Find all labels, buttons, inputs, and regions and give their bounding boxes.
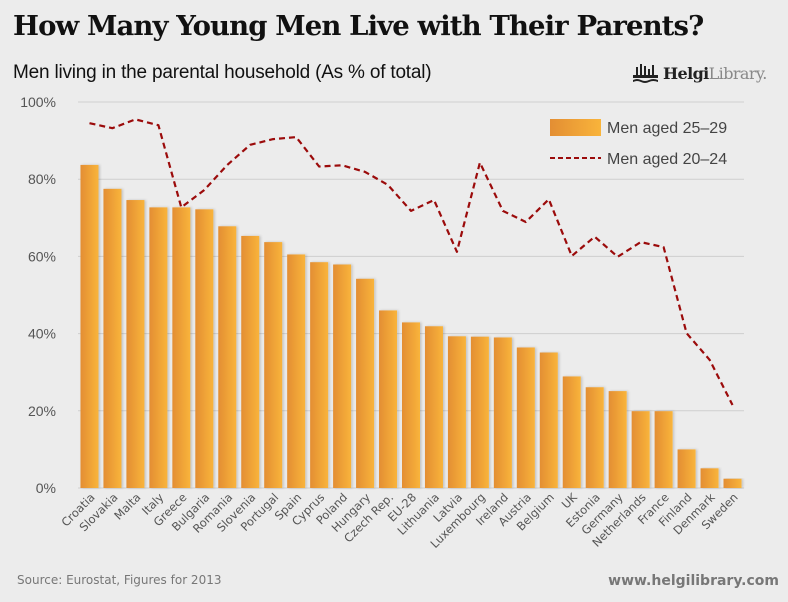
bar <box>379 310 398 488</box>
y-tick-label: 0% <box>36 480 56 496</box>
bar <box>539 352 558 488</box>
y-tick-label: 80% <box>28 171 56 187</box>
legend: Men aged 25–29 Men aged 20–24 <box>550 119 727 168</box>
bar <box>356 278 375 488</box>
bar <box>264 242 283 488</box>
x-axis-ticks: CroatiaSlovakiaMaltaItalyGreeceBulgariaR… <box>58 490 740 551</box>
helgi-library-logo-icon <box>633 64 658 83</box>
y-tick-label: 60% <box>28 248 56 264</box>
y-tick-label: 20% <box>28 403 56 419</box>
line-men-20-24 <box>89 118 734 406</box>
bar <box>126 200 145 488</box>
bar <box>402 322 420 488</box>
bar <box>80 164 99 488</box>
bar-series <box>80 164 742 489</box>
bar <box>195 209 214 489</box>
bar <box>654 411 673 488</box>
line-series <box>89 118 734 406</box>
chart-title: How Many Young Men Live with Their Paren… <box>13 10 704 42</box>
bar <box>310 262 329 488</box>
bar <box>700 468 719 488</box>
y-tick-label: 40% <box>28 326 56 342</box>
bar <box>516 347 535 488</box>
y-tick-label: 100% <box>20 94 56 110</box>
bar <box>608 391 627 488</box>
bar <box>447 336 466 488</box>
bar <box>585 387 604 488</box>
logo-text-light: Library. <box>708 63 768 83</box>
legend-label-line: Men aged 20–24 <box>607 151 727 168</box>
bar <box>103 188 122 488</box>
bar <box>677 449 696 488</box>
chart-subtitle: Men living in the parental household (As… <box>13 62 432 83</box>
bar <box>631 411 650 488</box>
logo-text: HelgiLibrary. <box>663 64 767 83</box>
y-axis-ticks: 0% 20% 40% 60% 80% 100% <box>20 94 56 496</box>
bar <box>562 376 581 488</box>
bar <box>149 207 168 489</box>
website-link[interactable]: www.helgilibrary.com <box>608 573 779 589</box>
bar <box>723 478 742 488</box>
bar <box>470 336 489 488</box>
logo-text-bold: Helgi <box>663 63 709 83</box>
bar <box>241 235 260 488</box>
bar <box>493 337 512 488</box>
bar <box>424 326 443 488</box>
legend-swatch-bar <box>550 119 601 136</box>
helgi-library-logo: HelgiLibrary. <box>631 60 767 86</box>
bar <box>287 254 306 488</box>
bar <box>218 226 237 489</box>
source-note: Source: Eurostat, Figures for 2013 <box>17 573 222 587</box>
x-tick-label: Malta <box>111 490 143 522</box>
bar <box>333 264 352 488</box>
bar <box>172 207 191 489</box>
legend-label-bar: Men aged 25–29 <box>607 120 727 137</box>
